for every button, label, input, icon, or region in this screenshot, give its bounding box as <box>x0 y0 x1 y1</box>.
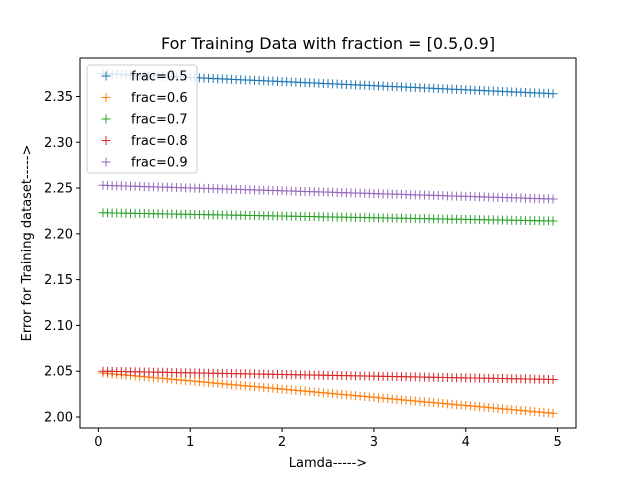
legend: frac=0.5 frac=0.6 frac=0.7 frac=0.8 frac=0.9 <box>86 64 198 174</box>
y-axis-ticks: 2.00 2.05 2.10 2.15 2.20 2.25 2.30 2.35 <box>44 90 80 426</box>
legend-box <box>86 64 198 174</box>
x-tick-label: 3 <box>370 435 378 450</box>
legend-marker <box>101 71 111 81</box>
y-tick-label: 2.35 <box>44 90 73 105</box>
x-tick-label: 0 <box>94 435 102 450</box>
series-frac=0.8 <box>98 366 558 384</box>
data-point <box>548 89 558 99</box>
legend-label: frac=0.5 <box>131 70 188 85</box>
legend-label: frac=0.6 <box>131 91 188 106</box>
legend-marker <box>101 114 111 124</box>
x-tick-label: 1 <box>186 435 194 450</box>
y-tick-label: 2.30 <box>44 136 73 151</box>
data-point <box>548 374 558 384</box>
y-axis-label: Error for Training dataset-----> <box>20 145 35 342</box>
legend-marker <box>101 136 111 145</box>
y-tick-label: 2.15 <box>44 273 73 288</box>
y-tick-label: 2.10 <box>44 319 73 334</box>
legend-label: frac=0.9 <box>131 156 188 171</box>
legend-marker <box>101 93 111 102</box>
x-tick-label: 5 <box>553 435 561 450</box>
x-tick-label: 2 <box>278 435 286 450</box>
series-frac=0.7 <box>98 208 558 226</box>
x-axis-ticks: 0 1 2 3 4 5 <box>94 428 562 450</box>
y-tick-label: 2.00 <box>44 411 73 426</box>
data-point <box>548 408 558 418</box>
series-frac=0.6 <box>98 368 558 418</box>
legend-label: frac=0.8 <box>131 134 188 149</box>
data-point <box>548 216 558 226</box>
y-tick-label: 2.05 <box>44 365 73 380</box>
legend-label: frac=0.7 <box>131 113 188 128</box>
x-axis-label: Lamda-----> <box>289 456 367 471</box>
x-tick-label: 4 <box>462 435 470 450</box>
y-tick-label: 2.25 <box>44 182 73 197</box>
y-tick-label: 2.20 <box>44 227 73 242</box>
data-point <box>548 194 558 204</box>
plot-frame <box>79 57 577 429</box>
series-frac=0.9 <box>98 180 558 204</box>
chart-title: For Training Data with fraction = [0.5,0… <box>161 34 495 53</box>
legend-marker <box>101 157 111 167</box>
